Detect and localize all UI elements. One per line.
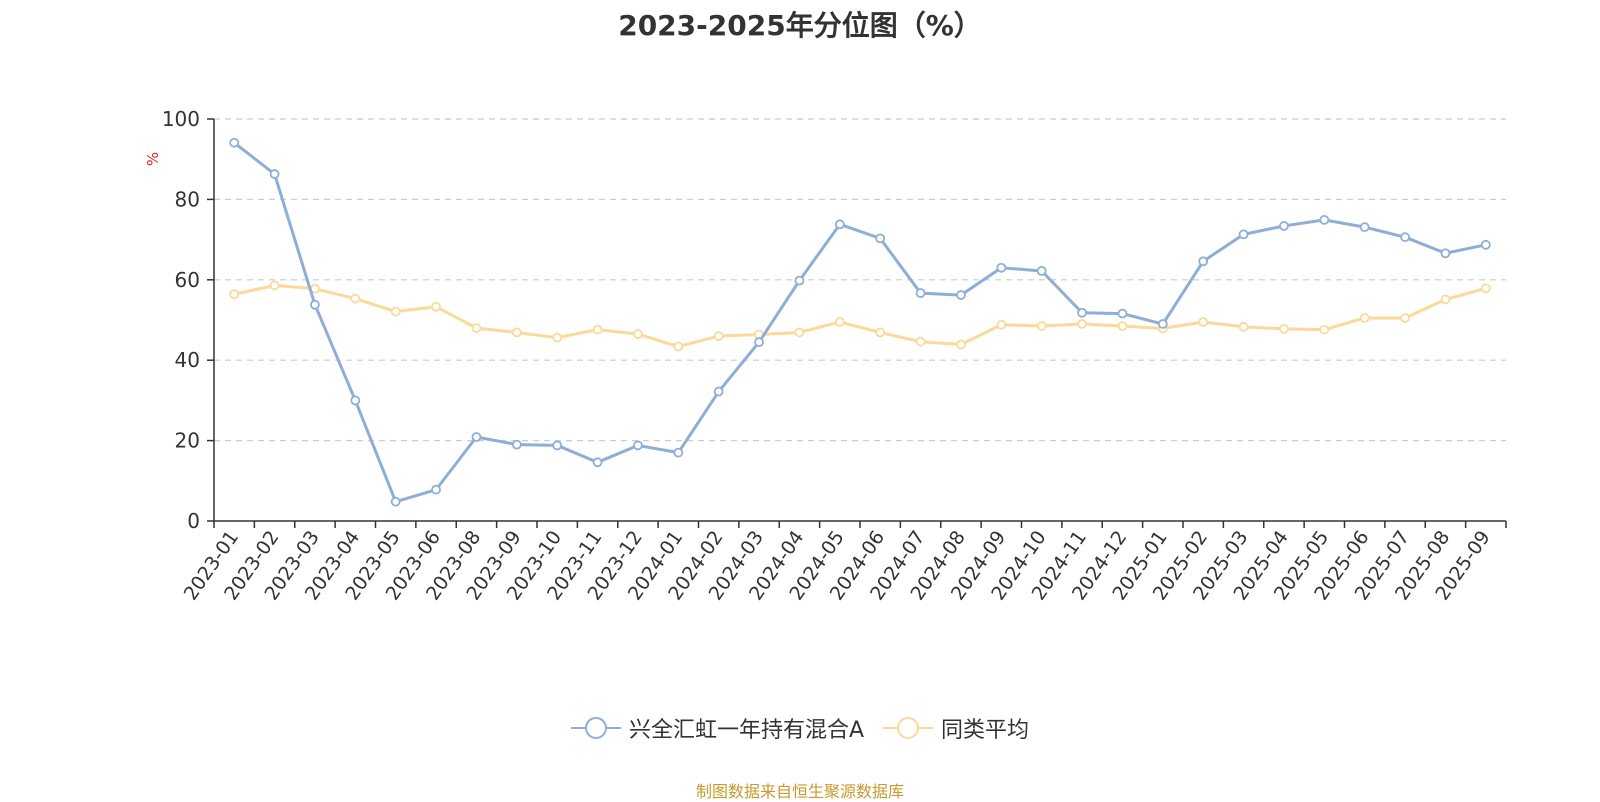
data-point[interactable] — [229, 289, 240, 300]
data-point[interactable] — [834, 317, 845, 327]
data-point[interactable] — [1238, 321, 1249, 332]
data-point[interactable] — [1238, 229, 1249, 240]
data-point[interactable] — [996, 262, 1007, 273]
data-point[interactable] — [1077, 319, 1087, 329]
data-point[interactable] — [511, 327, 522, 338]
data-point[interactable] — [1400, 232, 1410, 243]
data-source-note: 制图数据来自恒生聚源数据库 — [695, 782, 904, 801]
data-point[interactable] — [713, 386, 724, 397]
series-line-0 — [233, 141, 1487, 504]
series-1 — [229, 280, 1491, 352]
series-layer — [229, 137, 1491, 507]
axes — [207, 118, 1507, 528]
data-point[interactable] — [996, 319, 1007, 330]
data-point[interactable] — [431, 484, 441, 495]
data-point[interactable] — [1359, 222, 1370, 233]
data-point[interactable] — [1440, 294, 1451, 305]
y-tick-label-20: 20 — [175, 429, 200, 453]
data-point[interactable] — [471, 323, 482, 333]
data-point[interactable] — [915, 336, 926, 347]
series-line-1 — [233, 283, 1487, 349]
data-point[interactable] — [713, 331, 724, 341]
x-tick-labels: 2023-012023-022023-032023-042023-052023-… — [180, 527, 1495, 605]
data-point[interactable] — [431, 301, 441, 312]
line-chart: 0 20 40 60 80 100 2023-012023-022023-032023-0… — [144, 107, 1507, 605]
data-point[interactable] — [471, 432, 482, 442]
data-point[interactable] — [269, 280, 280, 291]
data-point[interactable] — [1319, 215, 1330, 225]
data-point[interactable] — [390, 306, 401, 317]
data-point[interactable] — [834, 219, 845, 230]
y-tick-labels: 0 20 40 60 80 100 — [162, 107, 200, 533]
data-point[interactable] — [592, 324, 603, 335]
data-point[interactable] — [269, 169, 280, 179]
data-point[interactable] — [1077, 307, 1087, 318]
data-point[interactable] — [956, 290, 966, 300]
data-point[interactable] — [350, 395, 361, 406]
data-point[interactable] — [956, 339, 966, 350]
data-point[interactable] — [1359, 313, 1370, 323]
data-point[interactable] — [633, 329, 643, 339]
data-point[interactable] — [673, 341, 684, 352]
data-point[interactable] — [1279, 323, 1289, 334]
legend-marker-peer-average-icon — [883, 717, 934, 739]
data-point[interactable] — [754, 337, 764, 348]
data-point[interactable] — [1279, 221, 1289, 231]
data-point[interactable] — [1157, 319, 1168, 329]
data-point[interactable] — [1480, 239, 1491, 250]
legend-item-peer-average[interactable]: 同类平均 — [883, 712, 1029, 744]
legend-marker-fund-icon — [570, 717, 621, 739]
y-tick-label-80: 80 — [175, 187, 200, 211]
data-point[interactable] — [915, 288, 926, 298]
data-point[interactable] — [511, 439, 522, 450]
data-point[interactable] — [1198, 256, 1209, 267]
data-point[interactable] — [794, 327, 805, 338]
data-point[interactable] — [592, 457, 603, 468]
data-point[interactable] — [875, 233, 886, 244]
y-tick-label-40: 40 — [175, 348, 200, 372]
data-point[interactable] — [390, 496, 401, 507]
data-point[interactable] — [1440, 248, 1451, 259]
grid-lines — [214, 118, 1506, 442]
data-point[interactable] — [1319, 324, 1330, 335]
y-tick-label-100: 100 — [162, 107, 200, 131]
data-point[interactable] — [875, 327, 886, 338]
data-point[interactable] — [1480, 283, 1491, 294]
data-point[interactable] — [552, 332, 563, 343]
data-point[interactable] — [673, 447, 684, 458]
data-point[interactable] — [1036, 266, 1047, 276]
data-point[interactable] — [1198, 317, 1209, 327]
data-point[interactable] — [1400, 313, 1410, 323]
legend-item-fund[interactable]: 兴全汇虹一年持有混合A — [570, 712, 865, 744]
legend-label-fund: 兴全汇虹一年持有混合A — [628, 718, 865, 743]
series-0 — [229, 137, 1491, 507]
data-point[interactable] — [350, 293, 361, 304]
y-tick-label-60: 60 — [175, 268, 200, 292]
data-point[interactable] — [310, 299, 320, 310]
y-axis-label: % — [144, 152, 162, 166]
chart-title: 2023-2025年分位图（%） — [618, 9, 982, 42]
data-point[interactable] — [794, 275, 805, 286]
data-point[interactable] — [1117, 308, 1128, 319]
legend: 兴全汇虹一年持有混合A 同类平均 — [0, 712, 1600, 747]
data-point[interactable] — [1036, 321, 1047, 331]
data-point[interactable] — [229, 137, 240, 148]
y-tick-label-0: 0 — [187, 509, 200, 533]
legend-label-peer-average: 同类平均 — [941, 718, 1030, 743]
data-point[interactable] — [633, 440, 643, 451]
data-point[interactable] — [552, 440, 563, 451]
data-point[interactable] — [1117, 321, 1128, 331]
